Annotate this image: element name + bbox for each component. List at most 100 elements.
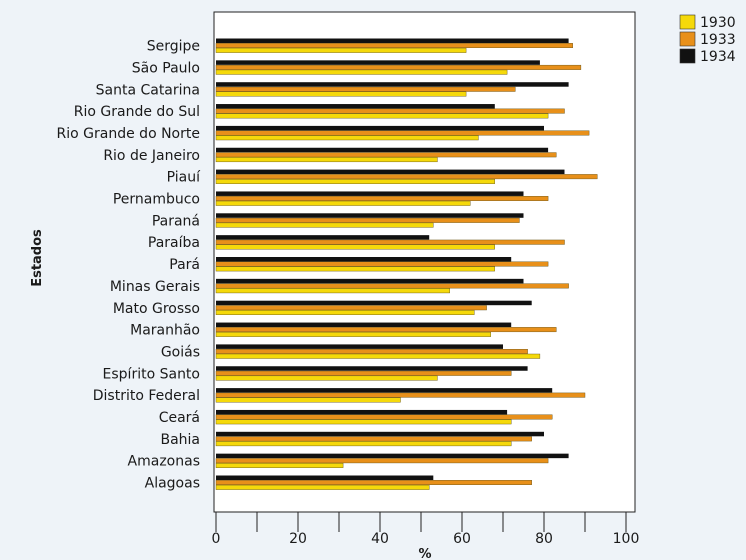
bar-1933-minas-gerais [215,283,569,289]
category-label: Bahia [160,432,200,448]
category-label: Distrito Federal [93,388,200,404]
bar-1933-rio-grande-do-sul [215,108,565,114]
bar-1934-goiás [216,344,503,349]
bar-1933-pernambuco [215,196,549,201]
bar-1930-santa-catarina [215,91,467,97]
bar-1930-amazonas [215,463,344,468]
category-label: Rio Grande do Norte [57,126,200,142]
bar-1933-são-paulo [215,64,582,70]
category-label: Mato Grosso [113,301,200,317]
y-axis-title: Estados [30,229,45,287]
bar-1933-paraíba [215,239,565,245]
legend-label-1933: 1933 [700,32,736,48]
bar-1930-rio-grande-do-sul [215,113,549,119]
bar-1930-espírito-santo [215,375,438,381]
bar-1934-rio-grande-do-sul [216,104,495,109]
bar-1934-rio-grande-do-norte [216,125,544,131]
category-label: Sergipe [147,39,200,55]
bar-1933-rio-de-janeiro [215,152,557,158]
x-tick-label: 20 [289,531,307,547]
category-label: Rio Grande do Sul [74,104,200,120]
x-tick-label: 40 [371,531,389,547]
bar-1930-maranhão [215,331,491,337]
bar-1934-espírito-santo [216,366,528,371]
legend-swatch-1934 [679,48,696,64]
category-label: Pernambuco [113,192,200,208]
bar-1934-sergipe [216,38,569,43]
bar-1934-amazonas [216,453,569,459]
bar-1934-ceará [216,409,508,415]
bar-1934-mato-grosso [216,300,532,306]
bar-1930-minas-gerais [215,288,450,294]
bar-1934-são-paulo [216,60,540,65]
bar-1934-pará [216,257,512,262]
bar-1930-distrito-federal [215,397,401,403]
legend-label-1930: 1930 [700,15,736,31]
x-tick-label: 60 [453,531,471,547]
x-tick-label: 80 [535,531,553,547]
bar-1934-santa-catarina [216,82,569,87]
category-label: Maranhão [130,323,200,339]
category-label: Piauí [167,170,201,186]
category-label: Ceará [159,410,200,426]
x-tick-label: 100 [613,531,640,547]
category-label: Espírito Santo [103,366,200,382]
bar-1934-pernambuco [216,191,524,196]
category-label: Pará [169,257,200,273]
bar-1930-rio-grande-do-norte [215,135,479,141]
category-label: Paraná [152,213,200,229]
bar-1933-ceará [215,414,553,420]
category-label: Paraíba [148,235,200,251]
bar-1934-rio-de-janeiro [216,147,549,153]
bar-1930-paraíba [215,244,495,250]
bar-1930-paraná [215,222,434,228]
bar-1933-espírito-santo [215,370,512,376]
bar-1930-pará [215,266,495,272]
legend-swatch-1930 [679,14,696,30]
bar-1933-santa-catarina [215,86,516,92]
category-label: Alagoas [145,476,200,492]
bar-1930-alagoas [215,484,430,490]
x-tick-label: 0 [212,531,221,547]
legend-label-1934: 1934 [700,49,736,65]
category-label: São Paulo [132,60,200,76]
bar-1930-bahia [215,441,512,447]
bar-1930-piauí [215,178,495,184]
bar-1930-rio-de-janeiro [215,157,438,163]
category-label: Goiás [161,344,200,360]
bar-1933-bahia [215,436,532,442]
bar-1934-maranhão [216,322,512,328]
category-label: Minas Gerais [110,279,200,295]
bar-1933-pará [215,261,549,267]
bar-1930-são-paulo [215,69,508,75]
bar-1933-sergipe [215,43,573,48]
bar-1934-distrito-federal [216,388,553,393]
bar-1933-rio-grande-do-norte [215,130,590,136]
bar-1933-amazonas [215,458,549,464]
bar-1933-maranhão [215,327,557,333]
category-label: Santa Catarina [96,82,200,98]
bar-1933-paraná [215,217,520,223]
bar-1934-alagoas [216,475,434,480]
bar-1930-pernambuco [215,200,471,206]
bar-1933-mato-grosso [215,305,487,311]
category-label: Rio de Janeiro [103,148,200,164]
legend-swatch-1933 [679,31,696,47]
bar-1934-bahia [216,431,544,437]
bar-1930-goiás [215,353,541,359]
x-axis-title: % [418,547,431,560]
bar-1933-distrito-federal [215,392,586,398]
bar-1934-piauí [216,169,565,175]
bar-1933-piauí [215,174,598,180]
bar-1933-goiás [215,349,528,354]
bar-1934-paraíba [216,235,430,240]
bar-1930-sergipe [215,47,467,53]
bar-1930-ceará [215,419,512,425]
category-label: Amazonas [128,454,200,470]
bar-1933-alagoas [215,480,532,485]
bar-1934-paraná [216,213,524,218]
bar-1930-mato-grosso [215,310,475,315]
bar-1934-minas-gerais [216,278,524,284]
